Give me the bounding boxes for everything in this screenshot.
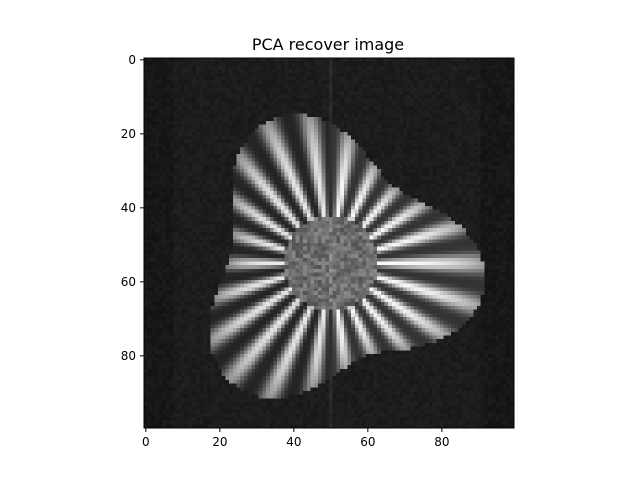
x-axis-ticks: 0 20 40 60 80: [142, 428, 449, 449]
x-tick-label: 40: [286, 435, 301, 449]
y-axis-ticks: 0 20 40 60 80: [121, 53, 144, 363]
y-tick-label: 80: [121, 349, 136, 363]
chart-title: PCA recover image: [252, 35, 404, 54]
x-tick-label: 80: [434, 435, 449, 449]
y-tick-label: 60: [121, 275, 136, 289]
x-tick-label: 0: [142, 435, 150, 449]
y-tick-label: 20: [121, 127, 136, 141]
image-layer: [144, 58, 514, 428]
x-tick-label: 60: [360, 435, 375, 449]
y-tick-label: 0: [128, 53, 136, 67]
axes-frame: [143, 57, 515, 429]
x-tick-label: 20: [212, 435, 227, 449]
recovered-image: [144, 58, 514, 428]
y-tick-label: 40: [121, 201, 136, 215]
